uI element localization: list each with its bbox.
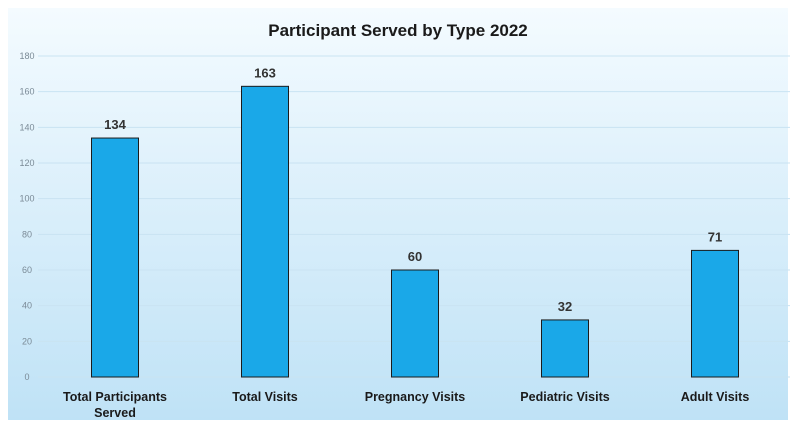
x-category-label: Adult Visits (681, 390, 750, 404)
y-tick-label: 100 (19, 194, 34, 204)
x-category-label: Pediatric Visits (520, 390, 609, 404)
data-labels: 134 163 60 32 71 (104, 65, 722, 314)
bar (541, 319, 589, 378)
y-tick-label: 80 (22, 229, 32, 239)
y-tick-label: 140 (19, 122, 34, 132)
data-label: 134 (104, 117, 126, 132)
y-tick-label: 120 (19, 158, 34, 168)
bar (391, 269, 439, 378)
x-category-label: Pregnancy Visits (365, 390, 466, 404)
y-tick-label: 60 (22, 265, 32, 275)
y-axis-ticks: 0 20 40 60 80 100 120 140 160 180 (19, 51, 34, 382)
data-label: 71 (708, 229, 722, 244)
y-tick-label: 20 (22, 336, 32, 346)
y-tick-label: 180 (19, 51, 34, 61)
x-category-label: Total Visits (232, 390, 298, 404)
x-axis-categories: Total Participants Served Total Visits Preg… (63, 390, 749, 420)
data-label: 163 (254, 65, 276, 80)
data-label: 32 (558, 299, 572, 314)
data-label: 60 (408, 249, 422, 264)
bar (91, 137, 139, 378)
bar (691, 249, 739, 378)
y-tick-label: 160 (19, 87, 34, 97)
chart-title: Participant Served by Type 2022 (268, 21, 528, 40)
bar (241, 85, 289, 378)
bars (91, 85, 739, 378)
x-category-label: Total Participants Served (63, 390, 167, 420)
y-tick-label: 40 (22, 301, 32, 311)
y-tick-label: 0 (24, 372, 29, 382)
